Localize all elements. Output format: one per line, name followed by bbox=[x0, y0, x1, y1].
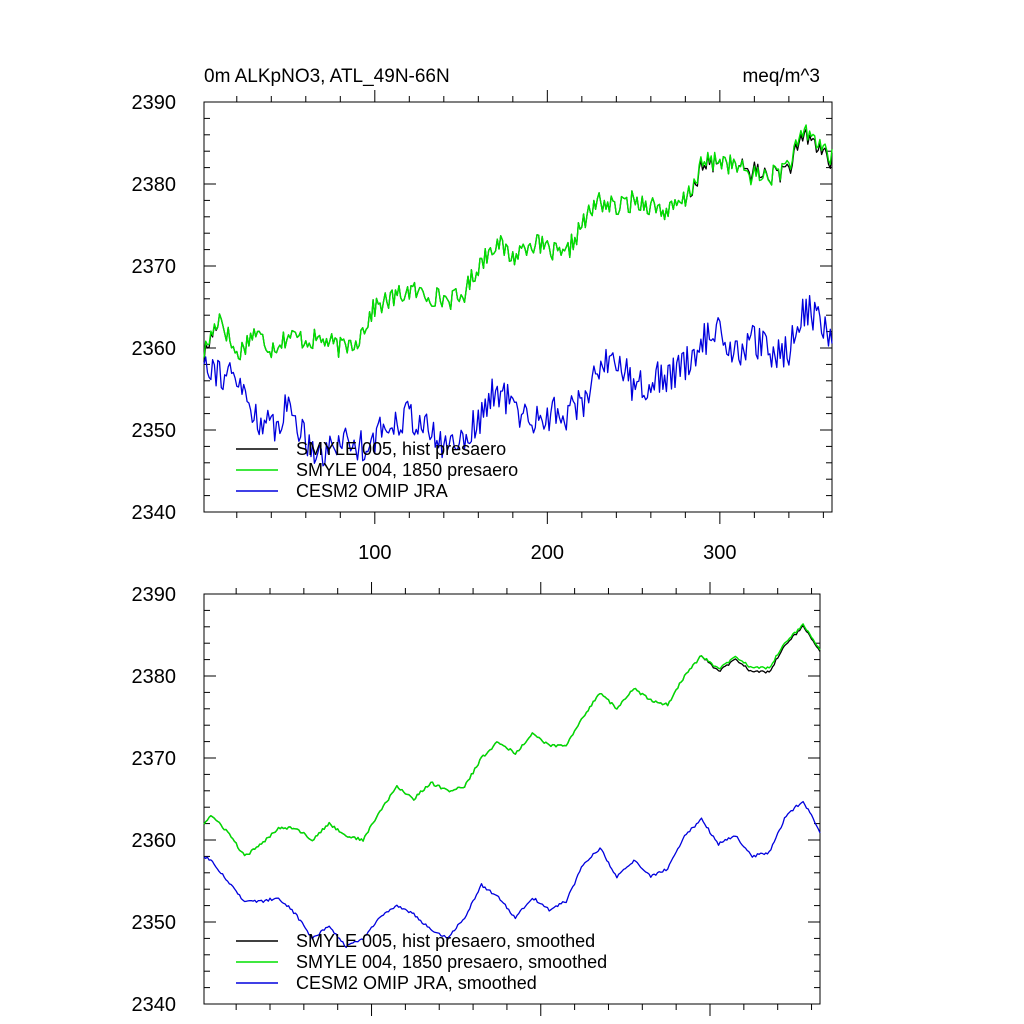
y-tick-label: 2390 bbox=[132, 584, 177, 606]
legend-label-3: CESM2 OMIP JRA bbox=[296, 481, 448, 501]
y-tick-label: 2360 bbox=[132, 830, 177, 852]
x-tick-label: 300 bbox=[703, 542, 736, 564]
series-line-1 bbox=[203, 128, 833, 362]
panel-units-label: meq/m^3 bbox=[742, 66, 820, 87]
y-tick-label: 2340 bbox=[132, 994, 177, 1016]
legend-label-1: SMYLE 005, hist presaero, smoothed bbox=[296, 931, 595, 951]
y-tick-label: 2370 bbox=[132, 748, 177, 770]
bottom-panel: 2340 2350 2360 2370 2380 2390 SMYLE 005, hist … bbox=[132, 582, 821, 1016]
legend-label-1: SMYLE 005, hist presaero bbox=[296, 439, 506, 459]
legend-label-3: CESM2 OMIP JRA, smoothed bbox=[296, 973, 537, 993]
y-tick-label: 2370 bbox=[132, 256, 177, 278]
top-panel: 0m ALKpNO3, ATL_49N-66N meq/m^3 2340 2350… bbox=[132, 66, 833, 564]
x-tick-label: 200 bbox=[531, 542, 564, 564]
legend-label-2: SMYLE 004, 1850 presaero, smoothed bbox=[296, 952, 607, 972]
series-line-3 bbox=[203, 800, 821, 949]
panel-title-left: 0m ALKpNO3, ATL_49N-66N bbox=[204, 66, 450, 87]
plot-frame bbox=[203, 593, 821, 1005]
y-tick-label: 2350 bbox=[132, 912, 177, 934]
x-tick-label: 100 bbox=[358, 542, 391, 564]
y-tick-label: 2380 bbox=[132, 666, 177, 688]
y-tick-label: 2390 bbox=[132, 92, 177, 114]
y-tick-label: 2340 bbox=[132, 502, 177, 524]
y-tick-label: 2360 bbox=[132, 338, 177, 360]
legend-label-2: SMYLE 004, 1850 presaero bbox=[296, 460, 518, 480]
y-tick-label: 2350 bbox=[132, 420, 177, 442]
series-line-3 bbox=[203, 294, 833, 467]
series-line-2 bbox=[203, 124, 833, 361]
plot-frame bbox=[203, 101, 833, 513]
series-line-1 bbox=[203, 624, 821, 857]
y-tick-label: 2380 bbox=[132, 174, 177, 196]
series-line-2 bbox=[203, 623, 821, 857]
